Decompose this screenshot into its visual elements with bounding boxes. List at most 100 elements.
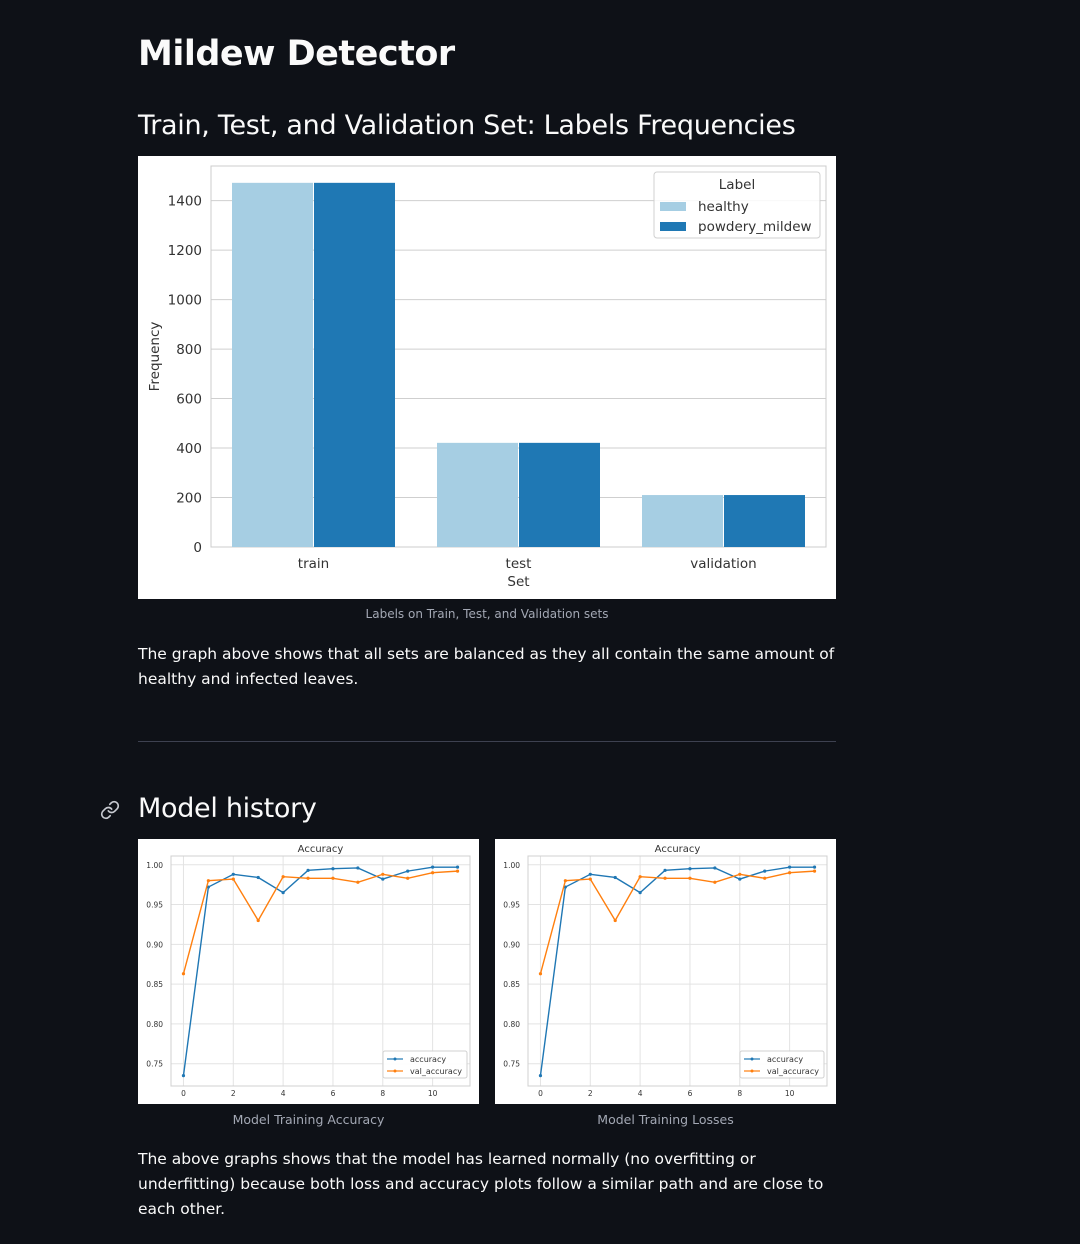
plot-frame xyxy=(210,165,827,548)
x-tick-label: 6 xyxy=(688,1089,693,1098)
point-val_accuracy xyxy=(181,972,186,976)
y-tick-label: 1.00 xyxy=(503,861,520,870)
legend-marker-val_accuracy xyxy=(750,1069,754,1073)
point-accuracy xyxy=(381,877,385,881)
y-tick-label: 600 xyxy=(176,392,202,408)
legend-box xyxy=(739,1050,825,1079)
legend-label-powdery_mildew: powdery_mildew xyxy=(698,219,812,235)
point-accuracy xyxy=(688,867,692,871)
link-icon[interactable] xyxy=(100,800,120,820)
accuracy-chart-left-svg: Accuracy 0 2 4 6 8 10 0.75 0.80 0.85 0.90 0.95 1.00 a… xyxy=(146,844,471,1098)
x-tick-label: 4 xyxy=(281,1089,286,1098)
series-line-val_accuracy xyxy=(182,870,458,974)
section-heading-model-history: Model history xyxy=(138,793,317,824)
chart-title: Accuracy xyxy=(655,844,701,855)
bar-chart-caption: Labels on Train, Test, and Validation se… xyxy=(365,607,609,621)
point-val_accuracy xyxy=(738,872,742,876)
point-val_accuracy xyxy=(713,880,717,884)
point-accuracy xyxy=(613,875,617,880)
x-tick-label: validation xyxy=(690,556,756,572)
point-accuracy xyxy=(812,865,817,869)
point-accuracy xyxy=(588,872,592,876)
bar-powdery_mildew-validation xyxy=(724,495,805,547)
point-val_accuracy xyxy=(231,877,235,881)
point-accuracy xyxy=(406,869,410,873)
legend-title: Label xyxy=(719,177,755,193)
legend-label-healthy: healthy xyxy=(698,199,749,215)
labels-bar-chart-svg: 0 200 400 600 800 1000 1200 1400 train test valida… xyxy=(147,165,827,590)
legend-box xyxy=(382,1050,468,1079)
point-accuracy xyxy=(638,891,642,895)
point-accuracy xyxy=(181,1074,186,1078)
point-accuracy xyxy=(256,875,260,880)
section-heading-labels: Train, Test, and Validation Set: Labels … xyxy=(138,110,796,141)
y-tick-label: 0.95 xyxy=(146,901,163,910)
point-accuracy xyxy=(431,865,435,869)
accuracy-chart-left: Accuracy 0 2 4 6 8 10 0.75 0.80 0.85 0.90 0.95 1.00 a… xyxy=(138,839,479,1104)
legend-swatch-powdery_mildew xyxy=(660,222,686,231)
series-line-accuracy xyxy=(539,866,815,1076)
x-tick-label: 0 xyxy=(538,1089,543,1098)
y-tick-label: 1200 xyxy=(168,243,202,259)
legend-marker-val_accuracy xyxy=(393,1069,397,1073)
point-val_accuracy xyxy=(455,869,460,873)
point-accuracy xyxy=(663,868,667,872)
legend-label-val_accuracy: val_accuracy xyxy=(410,1067,462,1076)
x-tick-label: 2 xyxy=(231,1089,236,1098)
plot-frame xyxy=(170,855,471,1087)
balance-paragraph: The graph above shows that all sets are … xyxy=(138,645,835,688)
y-tick-label: 0.95 xyxy=(503,901,520,910)
legend-swatch-healthy xyxy=(660,202,686,211)
x-tick-label: 6 xyxy=(331,1089,336,1098)
x-tick-label: 8 xyxy=(737,1089,742,1098)
point-val_accuracy xyxy=(281,875,285,879)
point-val_accuracy xyxy=(688,876,692,880)
x-tick-label: 10 xyxy=(785,1089,795,1098)
point-val_accuracy xyxy=(613,918,617,923)
plot-frame xyxy=(527,855,828,1087)
point-val_accuracy xyxy=(381,872,385,876)
chart-title: Accuracy xyxy=(298,844,344,855)
point-accuracy xyxy=(331,867,335,871)
y-tick-label: 1000 xyxy=(168,293,202,309)
model-history-paragraph: The above graphs shows that the model ha… xyxy=(138,1150,824,1218)
point-accuracy xyxy=(713,866,717,870)
legend-label-accuracy: accuracy xyxy=(767,1055,803,1064)
point-accuracy xyxy=(538,1074,543,1078)
point-val_accuracy xyxy=(306,876,310,880)
point-val_accuracy xyxy=(563,879,567,883)
labels-bar-chart: 0 200 400 600 800 1000 1200 1400 train test valida… xyxy=(138,156,836,599)
bar-healthy-test xyxy=(437,442,518,547)
bar-powdery_mildew-test xyxy=(519,442,600,547)
y-tick-label: 0.85 xyxy=(146,980,163,989)
model-accuracy-caption: Model Training Accuracy xyxy=(232,1112,385,1127)
point-val_accuracy xyxy=(812,869,817,873)
y-tick-label: 0.75 xyxy=(503,1060,520,1069)
point-val_accuracy xyxy=(406,876,410,880)
y-tick-label: 0.80 xyxy=(146,1020,163,1029)
x-tick-label: 2 xyxy=(588,1089,593,1098)
point-accuracy xyxy=(356,866,360,870)
y-tick-label: 0.85 xyxy=(503,980,520,989)
point-accuracy xyxy=(763,869,767,873)
bar-healthy-train xyxy=(232,182,313,548)
y-tick-label: 1.00 xyxy=(146,861,163,870)
bar-healthy-validation xyxy=(642,495,723,547)
bar-powdery_mildew-train xyxy=(314,182,395,548)
y-tick-label: 0 xyxy=(193,540,202,556)
x-tick-label: 8 xyxy=(380,1089,385,1098)
point-accuracy xyxy=(738,877,742,881)
y-tick-label: 0.80 xyxy=(503,1020,520,1029)
accuracy-chart-right: Accuracy 0 2 4 6 8 10 0.75 0.80 0.85 0.90 0.95 1.00 a… xyxy=(495,839,836,1104)
x-tick-label: 4 xyxy=(638,1089,643,1098)
y-tick-label: 400 xyxy=(176,441,202,457)
point-val_accuracy xyxy=(588,877,592,881)
y-tick-label: 1400 xyxy=(168,194,202,210)
point-accuracy xyxy=(306,868,310,872)
point-val_accuracy xyxy=(788,871,792,875)
x-tick-label: test xyxy=(506,556,532,572)
series-line-val_accuracy xyxy=(539,870,815,974)
point-accuracy xyxy=(281,891,285,895)
point-val_accuracy xyxy=(638,875,642,879)
point-accuracy xyxy=(455,865,460,869)
